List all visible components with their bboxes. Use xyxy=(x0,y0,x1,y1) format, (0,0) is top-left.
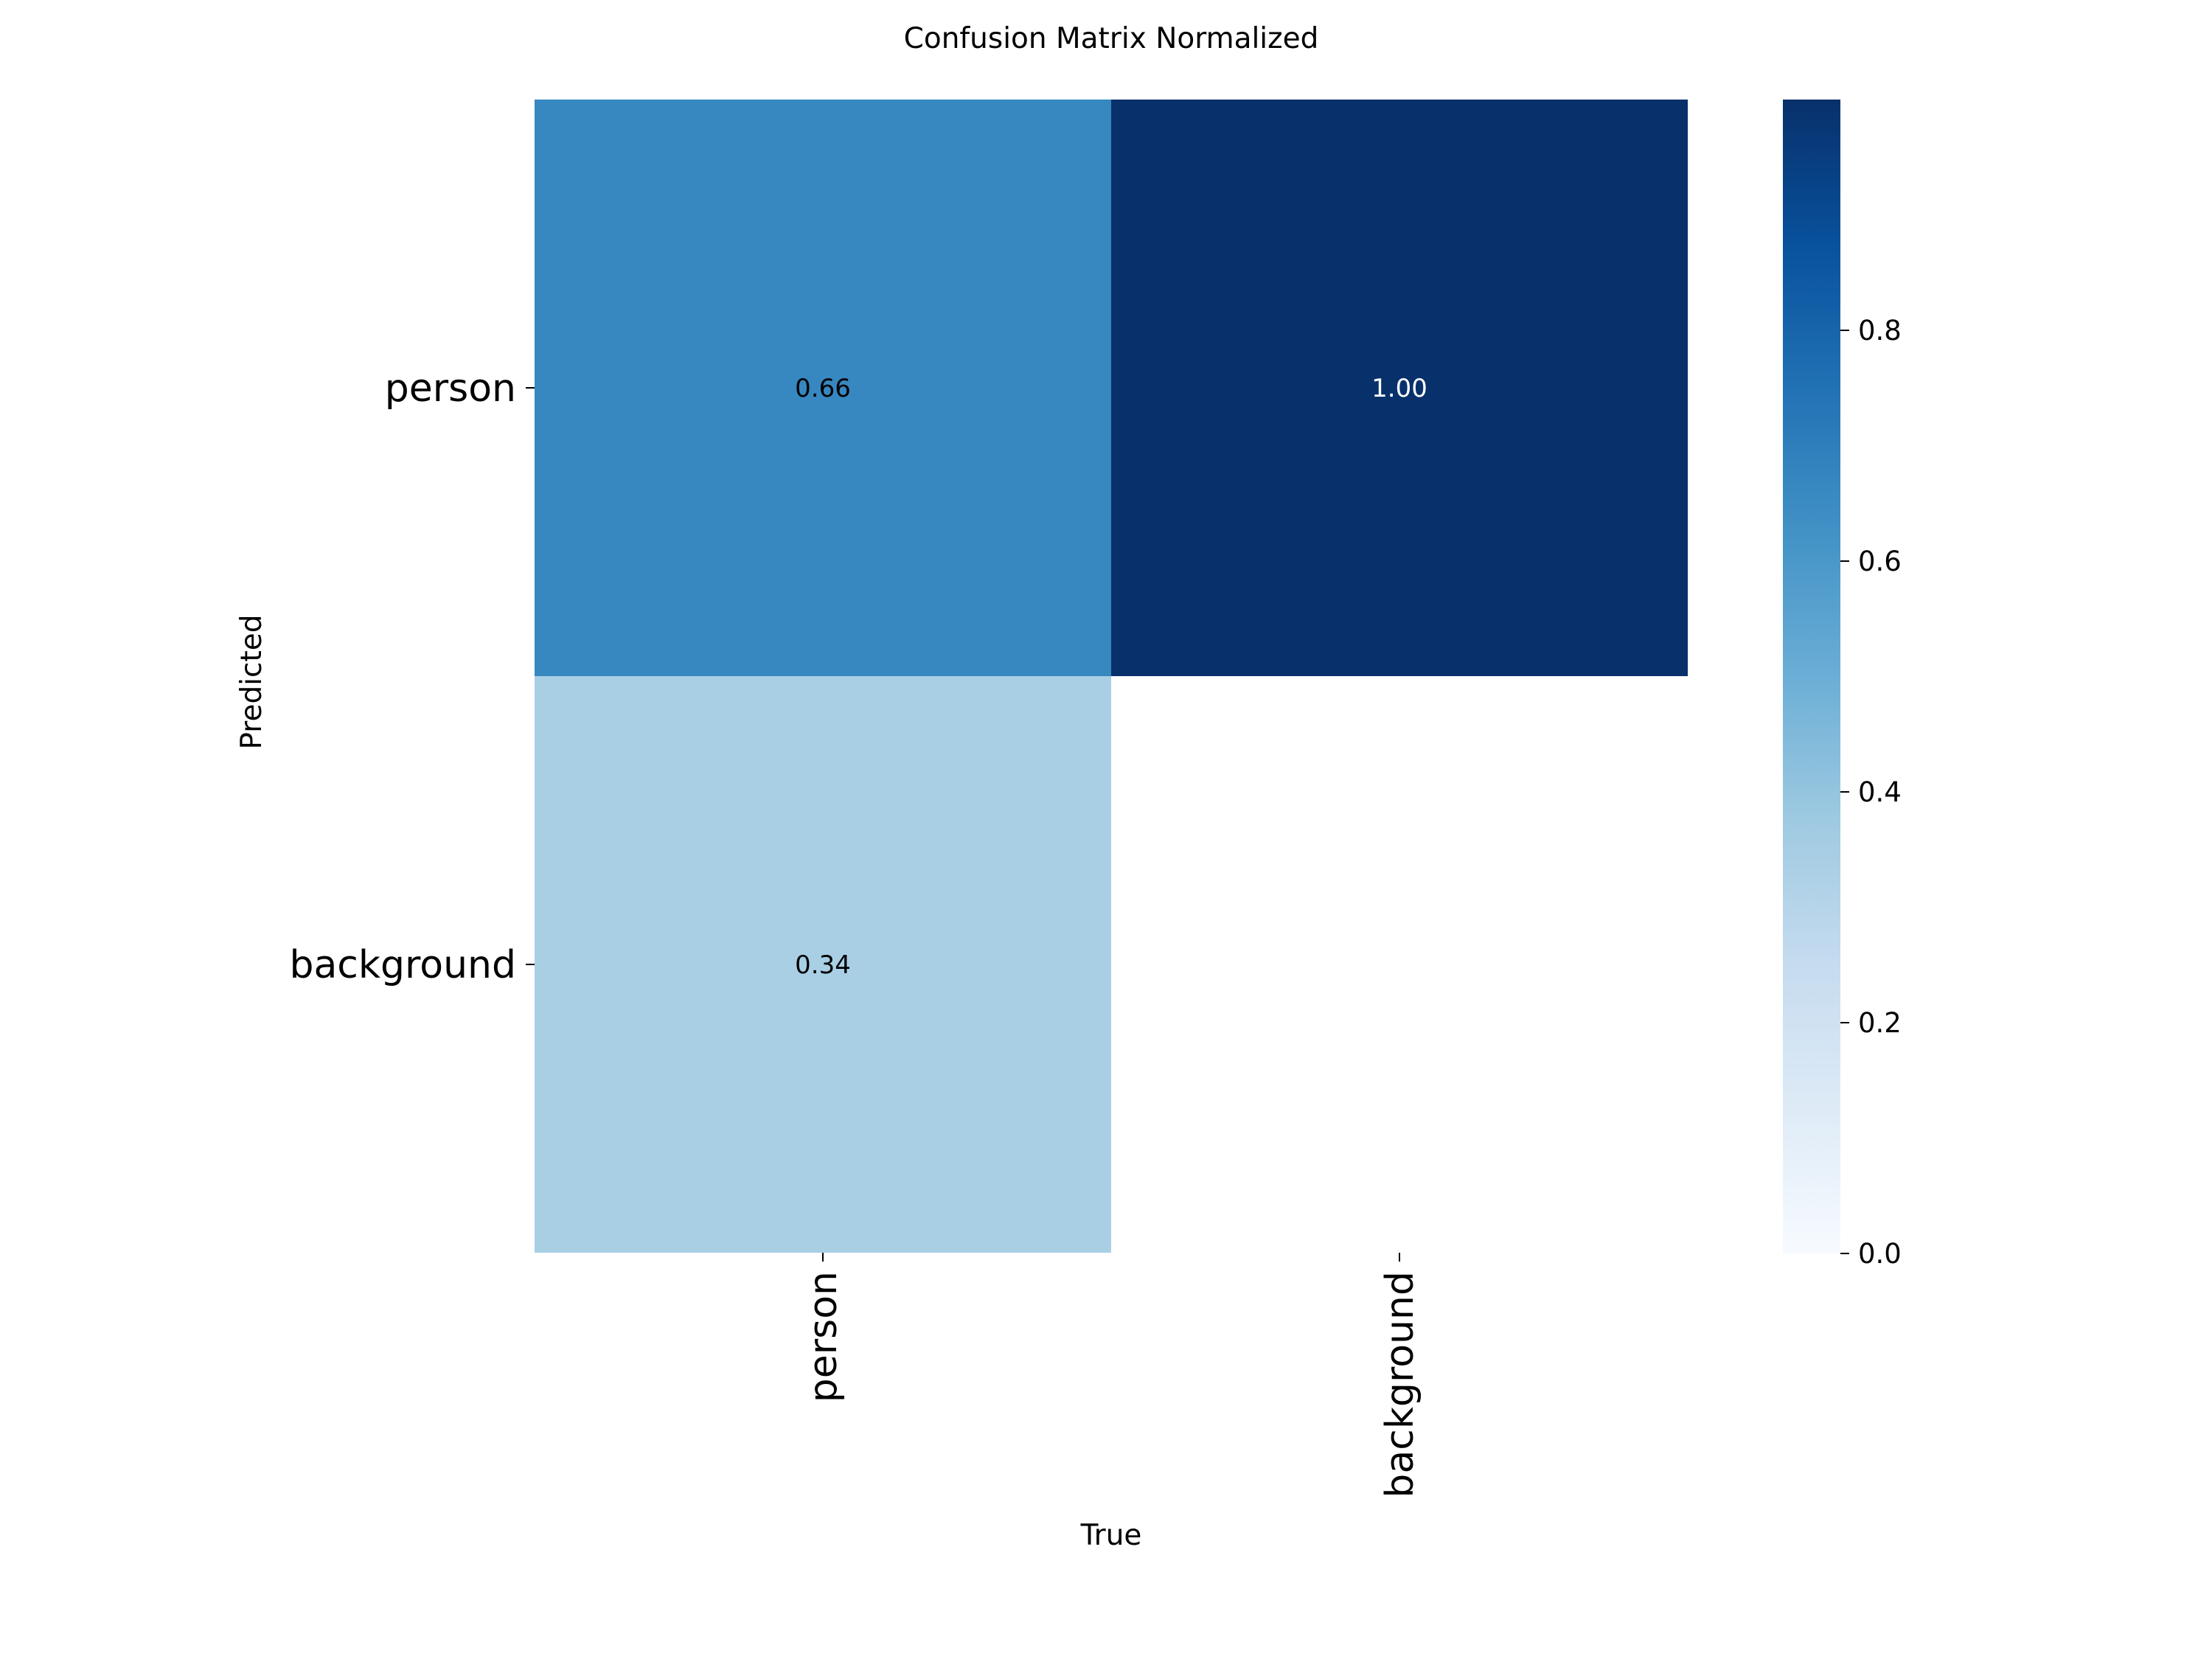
heatmap-cells xyxy=(535,100,1688,1253)
x-axis-ticks: person background xyxy=(801,1253,1422,1498)
heatmap-cell-0-1 xyxy=(1111,100,1688,676)
heatmap-cell-1-1 xyxy=(1111,676,1688,1253)
colorbar-tick-label: 0.6 xyxy=(1858,546,1902,577)
colorbar-tick-label: 0.0 xyxy=(1858,1238,1902,1270)
colorbar-tick-label: 0.2 xyxy=(1858,1007,1902,1039)
chart-title: Confusion Matrix Normalized xyxy=(904,22,1319,55)
y-axis-label: Predicted xyxy=(235,614,268,749)
cell-value-label-0-1: 1.00 xyxy=(1371,374,1427,403)
cell-value-label-1-0: 0.34 xyxy=(795,950,851,980)
colorbar-tick-label: 0.4 xyxy=(1858,776,1902,808)
heatmap-cell-labels: 0.66 1.00 0.34 xyxy=(795,374,1427,980)
cell-value-label-0-0: 0.66 xyxy=(795,374,851,403)
y-tick-label: background xyxy=(289,943,516,987)
x-axis-label: True xyxy=(1080,1519,1142,1552)
x-tick-label: person xyxy=(801,1271,846,1402)
heatmap-cell-1-0 xyxy=(535,676,1111,1253)
y-axis-ticks: person background xyxy=(289,366,535,987)
colorbar-ticks: 0.0 0.2 0.4 0.6 0.8 xyxy=(1840,315,1902,1270)
heatmap-cell-0-0 xyxy=(535,100,1111,676)
y-tick-label: person xyxy=(385,366,516,411)
colorbar-tick-label: 0.8 xyxy=(1858,315,1902,347)
x-tick-label: background xyxy=(1378,1271,1422,1498)
colorbar xyxy=(1783,100,1840,1253)
